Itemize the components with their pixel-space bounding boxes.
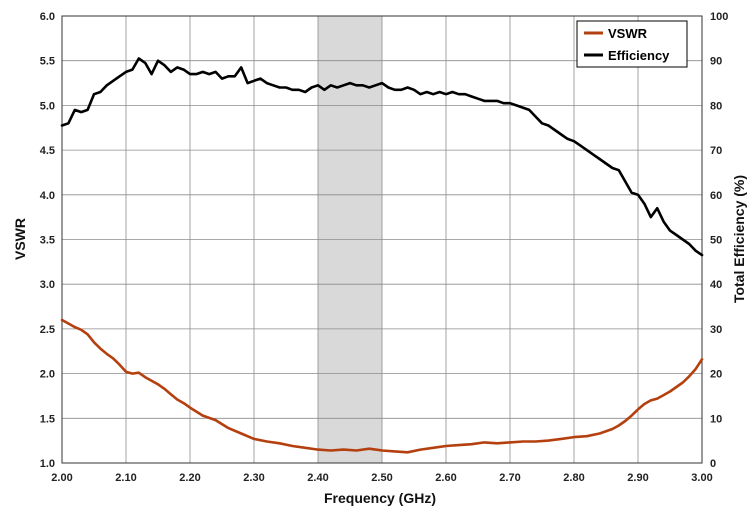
- y-right-tick-label: 60: [710, 190, 722, 202]
- y-left-tick-labels: 1.0 1.5 2.0 2.5 3.0 3.5 4.0 4.5 5.0 5.5 6.0: [40, 11, 55, 470]
- x-tick-label: 2.20: [179, 472, 200, 484]
- y-right-tick-label: 10: [710, 413, 722, 425]
- y-left-tick-label: 4.0: [40, 190, 55, 202]
- series-layer: [60, 57, 704, 454]
- y-right-tick-label: 80: [710, 100, 722, 112]
- series-line-vswr: [60, 318, 704, 454]
- grid-layer: [62, 16, 702, 463]
- x-axis-title: Frequency (GHz): [324, 490, 436, 506]
- y-right-tick-label: 90: [710, 56, 722, 68]
- y-left-tick-label: 3.5: [40, 235, 55, 247]
- y-right-axis-title: Total Efficiency (%): [731, 175, 747, 303]
- x-tick-label: 2.30: [243, 472, 264, 484]
- y-right-tick-label: 70: [710, 145, 722, 157]
- y-left-tick-label: 5.0: [40, 100, 55, 112]
- y-right-tick-labels: 0 10 20 30 40 50 60 70 80 90 100: [710, 11, 728, 470]
- y-left-tick-label: 6.0: [40, 11, 55, 23]
- x-tick-label: 2.60: [435, 472, 456, 484]
- y-right-tick-label: 0: [710, 458, 716, 470]
- legend-label-efficiency: Efficiency: [608, 48, 670, 63]
- legend-box: [576, 20, 688, 68]
- y-left-axis-title: VSWR: [12, 218, 28, 260]
- y-left-tick-label: 5.5: [40, 56, 55, 68]
- y-right-tick-label: 40: [710, 279, 722, 291]
- series-line-efficiency: [60, 57, 704, 257]
- x-tick-label: 2.40: [307, 472, 328, 484]
- y-right-tick-label: 50: [710, 235, 722, 247]
- y-left-tick-label: 4.5: [40, 145, 55, 157]
- x-tick-label: 2.70: [499, 472, 520, 484]
- legend: VSWR Efficiency: [576, 20, 688, 68]
- x-tick-labels: 2.00 2.10 2.20 2.30 2.40 2.50 2.60 2.70 2.80 2.90…: [51, 472, 712, 484]
- y-right-tick-label: 100: [710, 11, 728, 23]
- y-left-tick-label: 2.5: [40, 324, 55, 336]
- x-tick-label: 2.50: [371, 472, 392, 484]
- y-left-tick-label: 3.0: [40, 279, 55, 291]
- x-tick-label: 2.90: [627, 472, 648, 484]
- legend-label-vswr: VSWR: [608, 26, 648, 41]
- y-left-tick-label: 2.0: [40, 369, 55, 381]
- y-right-tick-label: 20: [710, 369, 722, 381]
- y-right-tick-label: 30: [710, 324, 722, 336]
- x-tick-label: 2.80: [563, 472, 584, 484]
- y-left-tick-label: 1.5: [40, 413, 55, 425]
- x-tick-label: 2.00: [51, 472, 72, 484]
- x-tick-label: 2.10: [115, 472, 136, 484]
- y-left-tick-label: 1.0: [40, 458, 55, 470]
- x-tick-label: 3.00: [691, 472, 712, 484]
- plot-area-frame: [61, 15, 703, 464]
